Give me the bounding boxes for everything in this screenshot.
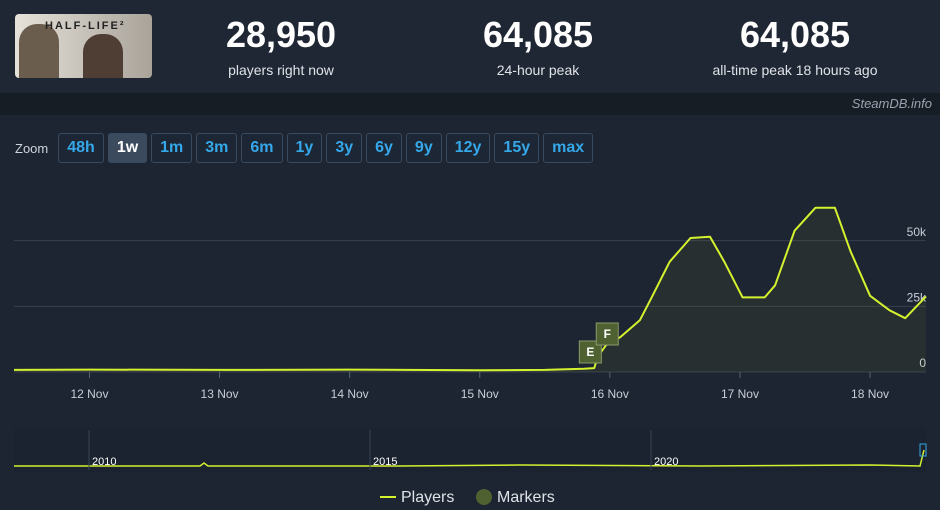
x-tick-label: 13 Nov bbox=[201, 387, 239, 401]
zoom-button[interactable]: 1m bbox=[151, 133, 193, 163]
legend-label: Players bbox=[401, 489, 454, 506]
zoom-button[interactable]: 48h bbox=[58, 133, 104, 163]
x-tick-label: 16 Nov bbox=[591, 387, 629, 401]
marker-label: E bbox=[586, 345, 594, 359]
legend-dot bbox=[476, 489, 492, 505]
stat: 28,950 players right now bbox=[161, 14, 401, 78]
stat-label: players right now bbox=[228, 62, 334, 78]
zoom-button[interactable]: 6y bbox=[366, 133, 402, 163]
x-tick-label: 12 Nov bbox=[70, 387, 108, 401]
x-tick-label: 18 Nov bbox=[851, 387, 889, 401]
zoom-bar: Zoom 48h 1w 1m 3m 6m 1y 3y 6y 9y 12y 15y max bbox=[15, 133, 594, 163]
zoom-label: Zoom bbox=[15, 140, 49, 156]
logo-art bbox=[83, 34, 123, 78]
marker-label: F bbox=[604, 327, 611, 341]
x-tick-label: 17 Nov bbox=[721, 387, 759, 401]
x-tick-label: 14 Nov bbox=[331, 387, 369, 401]
zoom-button[interactable]: 15y bbox=[494, 133, 540, 163]
x-tick-label: 15 Nov bbox=[461, 387, 499, 401]
zoom-button[interactable]: 3m bbox=[196, 133, 238, 163]
marker bbox=[578, 340, 602, 364]
navigator-line bbox=[14, 449, 925, 467]
logo-text: HALF-LIFE² bbox=[45, 20, 126, 32]
navigator-label: 2010 bbox=[92, 456, 116, 468]
y-tick-label: 0 bbox=[919, 356, 926, 370]
zoom-button[interactable]: 12y bbox=[445, 133, 491, 163]
line bbox=[13, 206, 927, 372]
stat: 64,085 24-hour peak bbox=[418, 14, 658, 78]
zoom-button[interactable]: 6m bbox=[241, 133, 283, 163]
navigator-label: 2020 bbox=[654, 456, 678, 468]
zoom-button[interactable]: max bbox=[543, 133, 594, 163]
stat-value: 64,085 bbox=[739, 14, 851, 55]
navigator-label: 2015 bbox=[373, 456, 397, 468]
header: HALF-LIFE² 28,950 players right now 64,08… bbox=[0, 0, 940, 93]
stat-label: 24-hour peak bbox=[496, 62, 580, 78]
credit: SteamDB.info bbox=[851, 96, 932, 111]
stat-label: all-time peak 18 hours ago bbox=[712, 62, 878, 78]
area bbox=[14, 207, 926, 372]
legend-label: Markers bbox=[497, 489, 555, 506]
zoom-button[interactable]: 1y bbox=[286, 133, 323, 163]
stat: 64,085 all-time peak 18 hours ago bbox=[675, 14, 915, 78]
zoom-button[interactable]: 1w bbox=[107, 133, 148, 163]
zoom-button[interactable]: 3y bbox=[326, 133, 363, 163]
zoom-button[interactable]: 9y bbox=[405, 133, 442, 163]
marker bbox=[595, 322, 619, 346]
logo: HALF-LIFE² bbox=[15, 14, 152, 78]
stat-value: 64,085 bbox=[482, 14, 594, 55]
stat-value: 28,950 bbox=[225, 14, 337, 55]
logo-art bbox=[19, 24, 59, 78]
navigator-handle[interactable] bbox=[919, 443, 927, 457]
y-tick-label: 50k bbox=[907, 225, 927, 239]
